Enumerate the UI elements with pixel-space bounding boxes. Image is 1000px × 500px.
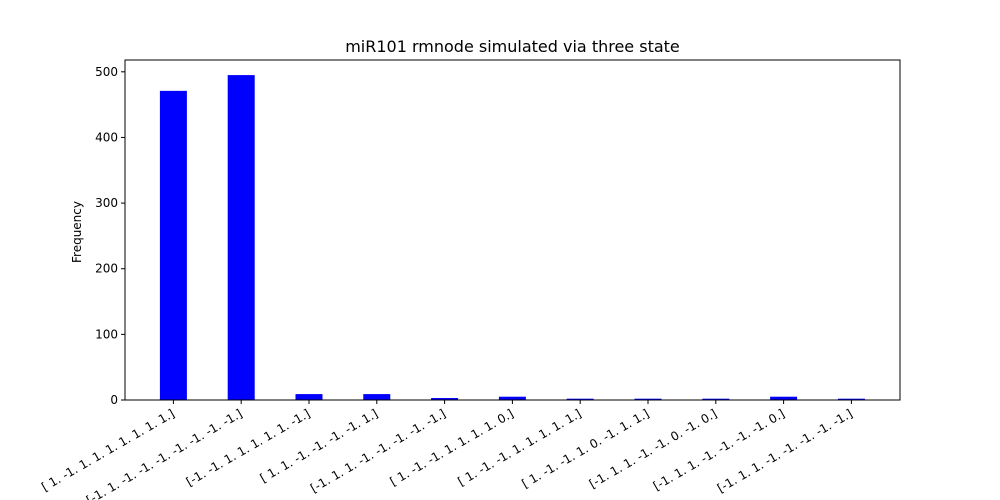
x-tick-label: [-1. -1. 1. 1. 1. 1. 1. -1.] (184, 406, 313, 488)
x-tick-label: [ 1. 1. -1. -1. -1. -1. 1.] (258, 406, 381, 485)
bar (837, 398, 865, 400)
x-tick-label: [-1. 1. 1. -1. -1. 0. -1. 0.] (587, 406, 720, 491)
x-axis: [ 1. -1. 1. 1. 1. 1. 1. 1. 1.][-1. 1. -1… (39, 400, 855, 500)
y-tick-label: 100 (95, 327, 118, 341)
bar (431, 398, 459, 400)
x-tick-label: [ 1. -1. -1. 1. 1. 1. 1. 0.] (388, 406, 516, 488)
x-tick-label: [ 1. -1. -1. 1. 1. 1. 1. 1.] (455, 406, 583, 488)
y-tick-label: 0 (110, 393, 118, 407)
bar (770, 396, 798, 400)
y-axis-label: Frequency (70, 201, 84, 263)
bars (159, 75, 865, 400)
bar (295, 394, 323, 400)
plot-area (124, 59, 901, 401)
y-tick-label: 500 (95, 65, 118, 79)
bar (159, 90, 187, 400)
bar (498, 396, 526, 400)
bar (634, 398, 662, 400)
bar (566, 398, 594, 400)
bar (363, 394, 391, 400)
bar (227, 75, 255, 400)
bar (702, 398, 730, 400)
y-tick-label: 300 (95, 196, 118, 210)
y-axis: 0 100 200 300 400 500 (95, 65, 125, 407)
y-tick-label: 200 (95, 262, 118, 276)
y-tick-label: 400 (95, 130, 118, 144)
chart-title: miR101 rmnode simulated via three state (345, 37, 680, 56)
x-tick-label: [ 1. -1. -1. 1. 0. -1. 1. 1.] (519, 406, 651, 490)
